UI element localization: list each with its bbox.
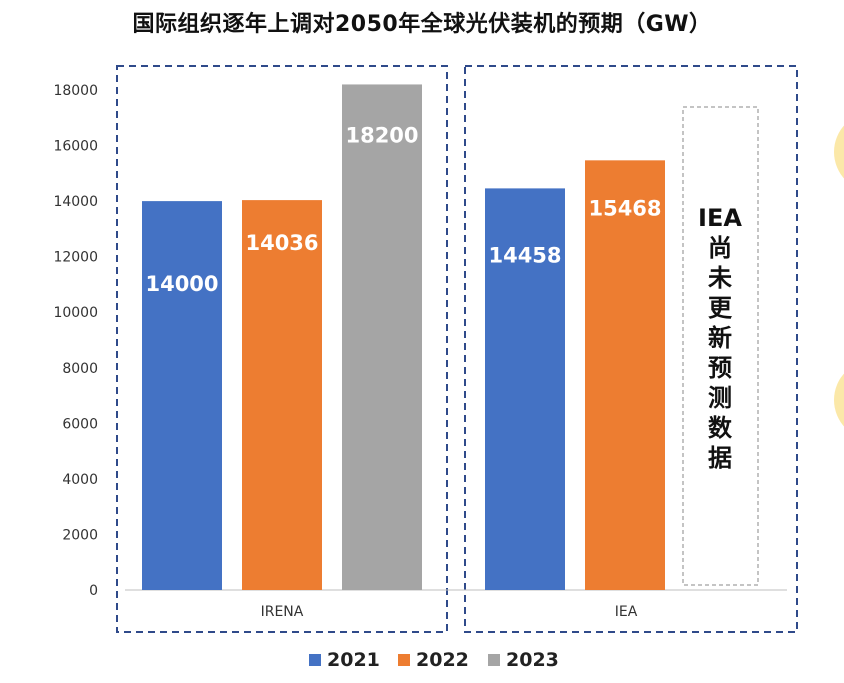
group-box-iea [464, 65, 798, 633]
annotation-line: 更 [708, 294, 733, 322]
chart-title: 国际组织逐年上调对2050年全球光伏装机的预期（GW） [132, 12, 712, 37]
y-tick-label: 12000 [53, 250, 98, 266]
y-tick-label: 6000 [62, 416, 98, 432]
annotation-line: 据 [708, 444, 732, 472]
legend-swatch-2021 [309, 654, 321, 666]
annotation-line: 测 [708, 384, 732, 412]
bar-iea-2022 [585, 160, 665, 591]
y-tick-label: 18000 [53, 83, 98, 99]
missing-data-box [682, 106, 759, 586]
data-label-irena-2021: 14000 [145, 272, 218, 296]
decorative-shape [834, 360, 844, 440]
y-tick-label: 2000 [62, 527, 98, 543]
y-tick-label: 8000 [62, 361, 98, 377]
legend-label-2021: 2021 [327, 649, 380, 671]
data-label-irena-2023: 18200 [345, 123, 418, 147]
bar-iea-2021 [485, 188, 565, 590]
y-tick-label: 16000 [53, 139, 98, 155]
data-label-iea-2022: 15468 [588, 196, 661, 220]
bar-irena-2022 [242, 200, 322, 590]
y-tick-label: 0 [89, 583, 98, 599]
bar-irena-2021 [142, 201, 222, 590]
data-label-irena-2022: 14036 [245, 231, 318, 255]
y-tick-label: 10000 [53, 305, 98, 321]
group-box-irena [116, 65, 448, 633]
annotation-line: 数 [708, 414, 733, 442]
legend-swatch-2023 [488, 654, 500, 666]
annotation-line: 未 [708, 264, 732, 292]
annotation-line: 预 [708, 354, 732, 382]
decorative-shape [834, 112, 844, 192]
annotation-line: IEA [698, 204, 742, 232]
y-tick-label: 4000 [62, 472, 98, 488]
legend-label-2022: 2022 [416, 649, 469, 671]
category-label-iea: IEA [615, 604, 638, 620]
legend-swatch-2022 [398, 654, 410, 666]
annotation-line: 尚 [708, 234, 732, 262]
legend-label-2023: 2023 [506, 649, 559, 671]
bar-irena-2023 [342, 84, 422, 590]
data-label-iea-2021: 14458 [488, 243, 561, 267]
annotation-line: 新 [708, 324, 732, 352]
y-tick-label: 14000 [53, 194, 98, 210]
category-label-irena: IRENA [261, 604, 304, 620]
